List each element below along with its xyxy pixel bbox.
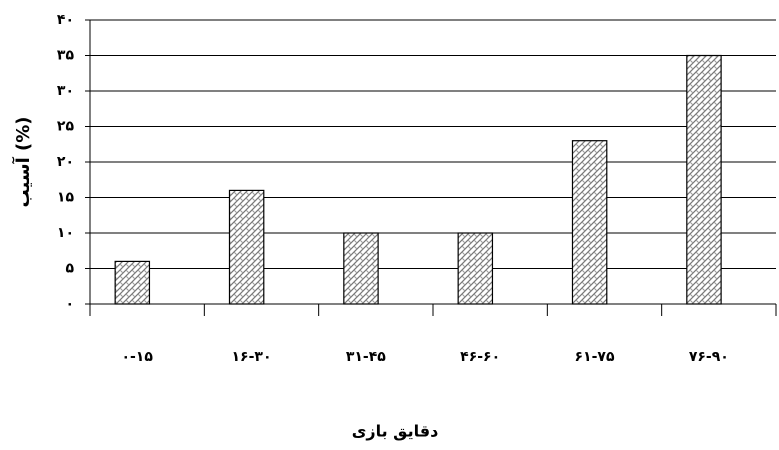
bar (686, 54, 722, 305)
x-tick-label: ۰-۱۵ (121, 349, 153, 365)
y-tick-label: ۱۵ (57, 190, 75, 206)
x-tick-label: ۷۶-۹۰ (689, 349, 729, 365)
y-tick-label: ۵ (65, 261, 74, 277)
y-tick-label: ۲۰ (57, 154, 74, 170)
y-tick-label: ۲۵ (57, 119, 75, 135)
bar (114, 260, 151, 305)
bar (457, 232, 494, 305)
bar (228, 189, 265, 305)
bar (571, 140, 608, 305)
x-tick-label: ۱۶-۳۰ (232, 349, 272, 365)
x-tick-label: ۶۱-۷۵ (575, 349, 615, 365)
y-tick-label: ۴۰ (57, 12, 74, 28)
x-tick-label: ۴۶-۶۰ (460, 349, 500, 365)
y-tick-label: ۳۵ (57, 48, 75, 64)
y-tick-label: ۰ (65, 296, 74, 312)
y-tick-label: ۳۰ (57, 83, 74, 99)
x-axis-label: دقایق بازی (352, 422, 439, 441)
y-axis-label: آسیب (%) (11, 116, 34, 207)
bar (343, 232, 379, 305)
y-tick-label: ۱۰ (57, 225, 74, 241)
x-tick-label: ۳۱-۴۵ (346, 349, 386, 365)
